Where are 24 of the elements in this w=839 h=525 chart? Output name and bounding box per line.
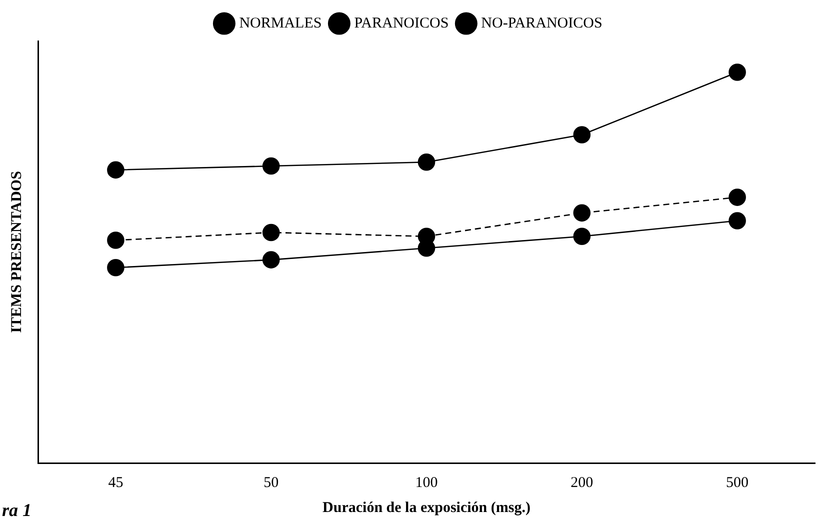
x-tick-label: 45 [108, 474, 124, 491]
x-tick-label: 200 [570, 474, 594, 491]
point [573, 204, 591, 222]
legend-label: NORMALES [239, 15, 322, 32]
point [107, 232, 124, 249]
point [107, 161, 124, 179]
point [728, 64, 746, 81]
point [262, 251, 280, 268]
point [418, 153, 436, 171]
x-tick-label: 100 [415, 474, 438, 491]
x-tick-label: 50 [264, 474, 279, 491]
x-tick-label: 500 [726, 474, 749, 491]
text: ra 1 [2, 500, 32, 521]
point [728, 188, 746, 206]
legend-label: PARANOICOS [354, 15, 449, 32]
x-axis-title: Duración de la exposición (msg.) [322, 500, 530, 516]
point [573, 228, 591, 246]
point [262, 224, 280, 242]
point [107, 258, 124, 276]
legend-label: NO-PARANOICOS [481, 15, 602, 32]
point [728, 212, 746, 230]
y-axis-title: ITEMS PRESENTADOS [8, 171, 25, 333]
point [262, 157, 280, 175]
point [573, 126, 591, 144]
